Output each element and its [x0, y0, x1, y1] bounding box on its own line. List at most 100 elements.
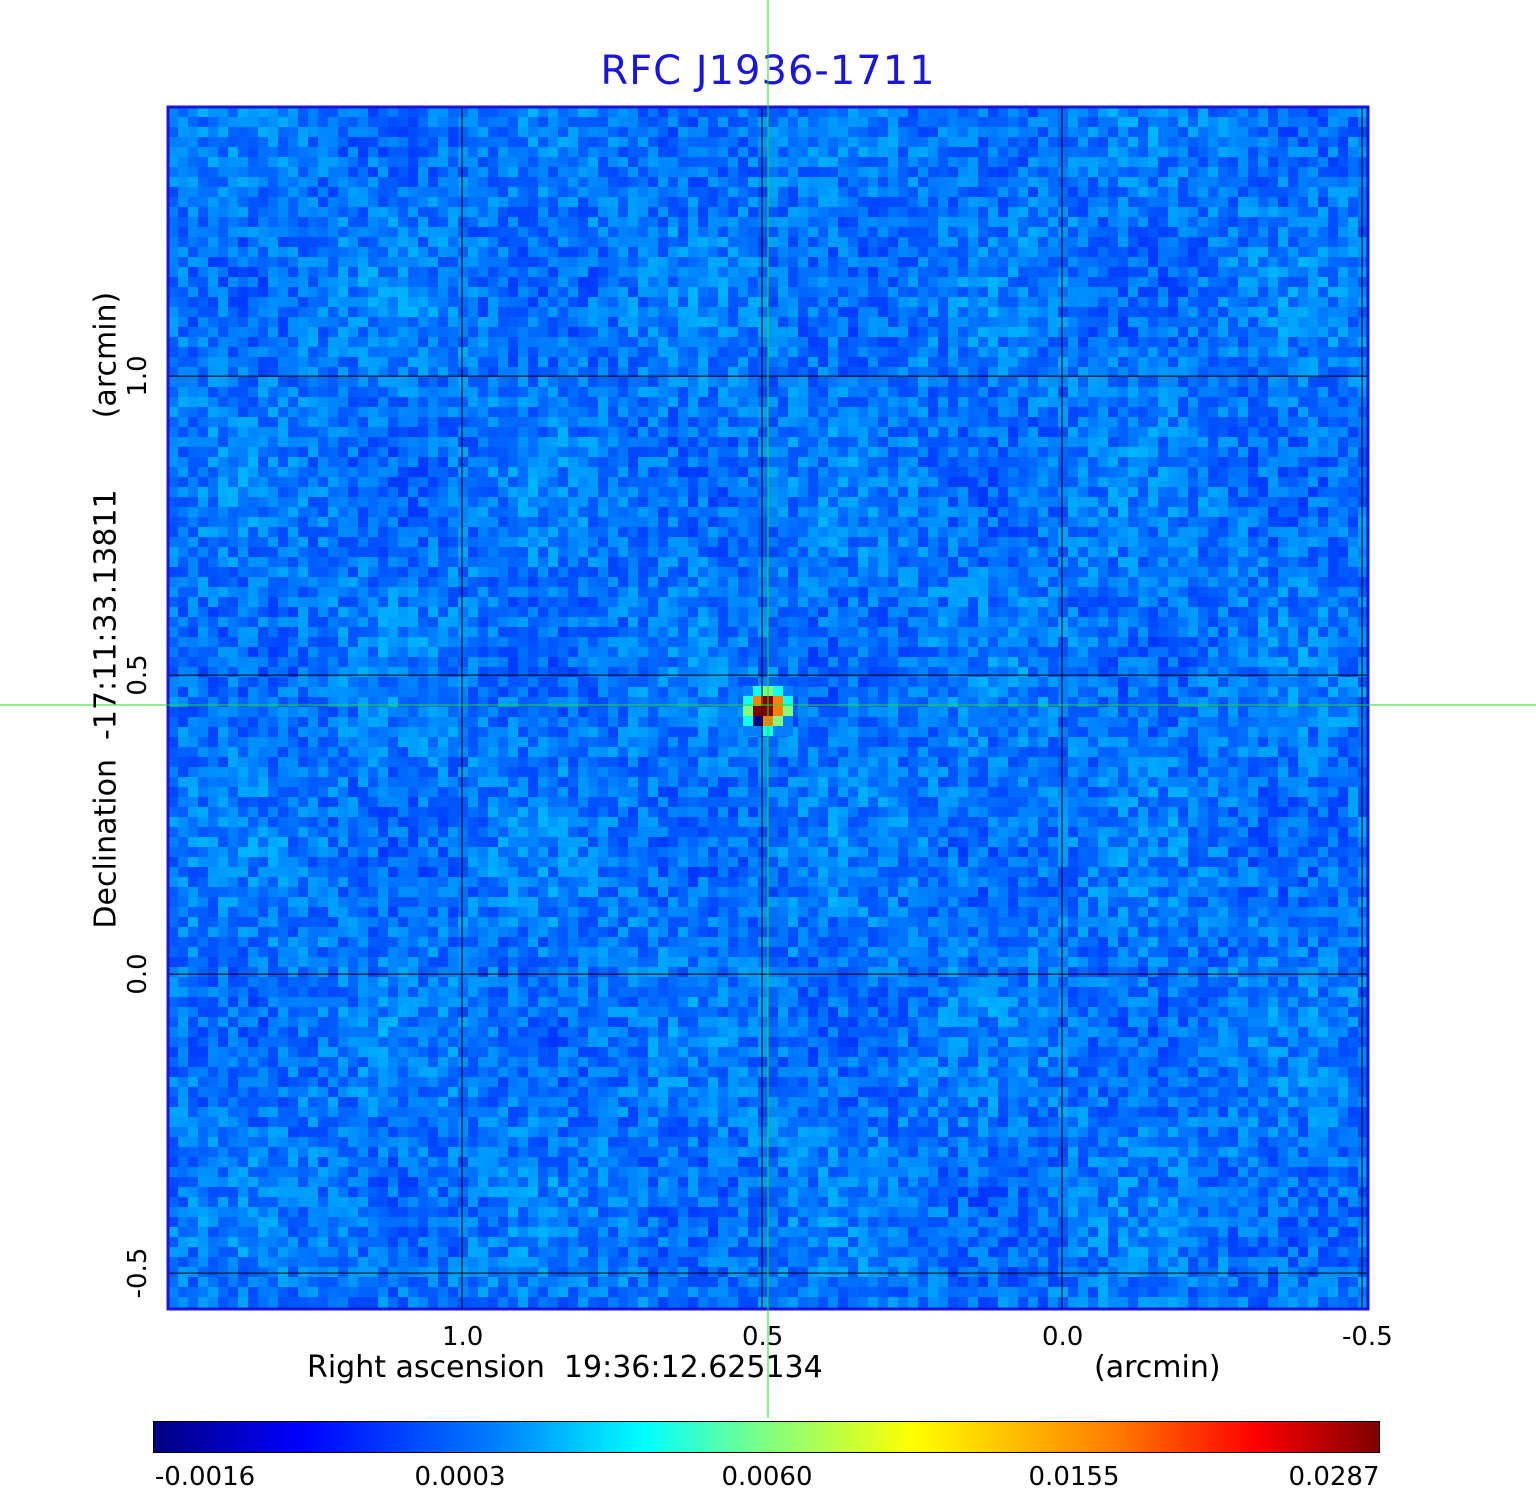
heatmap-pixel: [1308, 357, 1319, 368]
heatmap-pixel: [288, 397, 299, 408]
heatmap-pixel: [318, 407, 329, 418]
heatmap-pixel: [408, 297, 419, 308]
heatmap-pixel: [1048, 247, 1059, 258]
heatmap-pixel: [578, 417, 589, 428]
heatmap-pixel: [868, 367, 879, 378]
heatmap-pixel: [1348, 467, 1359, 478]
heatmap-pixel: [218, 457, 229, 468]
heatmap-pixel: [1108, 427, 1119, 438]
heatmap-pixel: [1238, 427, 1249, 438]
heatmap-pixel: [528, 177, 539, 188]
heatmap-pixel: [218, 387, 229, 398]
heatmap-pixel: [478, 297, 489, 308]
heatmap-pixel: [1228, 427, 1239, 438]
heatmap-pixel: [808, 317, 819, 328]
heatmap-pixel: [318, 177, 329, 188]
heatmap-pixel: [398, 267, 409, 278]
heatmap-pixel: [638, 517, 649, 528]
heatmap-pixel: [478, 187, 489, 198]
heatmap-pixel: [418, 127, 429, 138]
heatmap-pixel: [368, 197, 379, 208]
heatmap-pixel: [488, 387, 499, 398]
heatmap-pixel: [1358, 277, 1369, 288]
heatmap-pixel: [378, 287, 389, 298]
heatmap-pixel: [1118, 227, 1129, 238]
heatmap-pixel: [218, 267, 229, 278]
heatmap-pixel: [338, 237, 349, 248]
heatmap-pixel: [738, 257, 749, 268]
heatmap-pixel: [758, 327, 769, 338]
heatmap-pixel: [178, 257, 189, 268]
heatmap-pixel: [1158, 327, 1169, 338]
heatmap-pixel: [1288, 377, 1299, 388]
heatmap-pixel: [768, 357, 779, 368]
heatmap-pixel: [1358, 407, 1369, 418]
heatmap-pixel: [478, 477, 489, 488]
heatmap-pixel: [1048, 397, 1059, 408]
heatmap-pixel: [1138, 227, 1149, 238]
heatmap-pixel: [488, 237, 499, 248]
heatmap-pixel: [1078, 277, 1089, 288]
heatmap-pixel: [1318, 107, 1329, 118]
heatmap-pixel: [678, 417, 689, 428]
heatmap-pixel: [558, 237, 569, 248]
heatmap-pixel: [418, 157, 429, 168]
heatmap-pixel: [1348, 167, 1359, 178]
heatmap-pixel: [888, 377, 899, 388]
heatmap-pixel: [1158, 417, 1169, 428]
heatmap-pixel: [328, 287, 339, 298]
heatmap-pixel: [948, 207, 959, 218]
heatmap-pixel: [378, 387, 389, 398]
heatmap-pixel: [998, 437, 1009, 448]
heatmap-pixel: [898, 247, 909, 258]
heatmap-pixel: [628, 207, 639, 218]
heatmap-pixel: [528, 207, 539, 218]
heatmap-pixel: [1238, 337, 1249, 348]
heatmap-pixel: [348, 147, 359, 158]
heatmap-pixel: [568, 227, 579, 238]
heatmap-pixel: [448, 207, 459, 218]
heatmap-pixel: [438, 397, 449, 408]
heatmap-pixel: [458, 517, 469, 528]
heatmap-pixel: [1218, 397, 1229, 408]
heatmap-pixel: [428, 487, 439, 498]
heatmap-pixel: [718, 507, 729, 518]
heatmap-pixel: [198, 427, 209, 438]
heatmap-pixel: [508, 177, 519, 188]
heatmap-pixel: [608, 307, 619, 318]
heatmap-pixel: [248, 177, 259, 188]
heatmap-pixel: [208, 407, 219, 418]
heatmap-pixel: [868, 297, 879, 308]
heatmap-pixel: [1318, 187, 1329, 198]
heatmap-pixel: [1358, 367, 1369, 378]
heatmap-pixel: [658, 327, 669, 338]
heatmap-pixel: [298, 147, 309, 158]
heatmap-pixel: [1088, 407, 1099, 418]
heatmap-pixel: [358, 337, 369, 348]
heatmap-pixel: [1328, 447, 1339, 458]
heatmap-pixel: [668, 457, 679, 468]
heatmap-pixel: [698, 377, 709, 388]
heatmap-pixel: [668, 347, 679, 358]
heatmap-pixel: [658, 457, 669, 468]
heatmap-pixel: [558, 167, 569, 178]
heatmap-pixel: [418, 507, 429, 518]
heatmap-pixel: [1218, 497, 1229, 508]
heatmap-pixel: [1158, 347, 1169, 358]
heatmap-pixel: [758, 317, 769, 328]
heatmap-pixel: [228, 337, 239, 348]
heatmap-pixel: [1338, 467, 1349, 478]
heatmap-pixel: [328, 227, 339, 238]
heatmap-pixel: [498, 417, 509, 428]
heatmap-pixel: [608, 167, 619, 178]
heatmap-pixel: [828, 237, 839, 248]
heatmap-pixel: [1278, 317, 1289, 328]
heatmap-pixel: [878, 227, 889, 238]
heatmap-pixel: [258, 277, 269, 288]
heatmap-pixel: [538, 457, 549, 468]
heatmap-pixel: [1048, 417, 1059, 428]
heatmap-pixel: [758, 447, 769, 458]
heatmap-pixel: [408, 397, 419, 408]
heatmap-pixel: [1018, 267, 1029, 278]
heatmap-pixel: [928, 167, 939, 178]
